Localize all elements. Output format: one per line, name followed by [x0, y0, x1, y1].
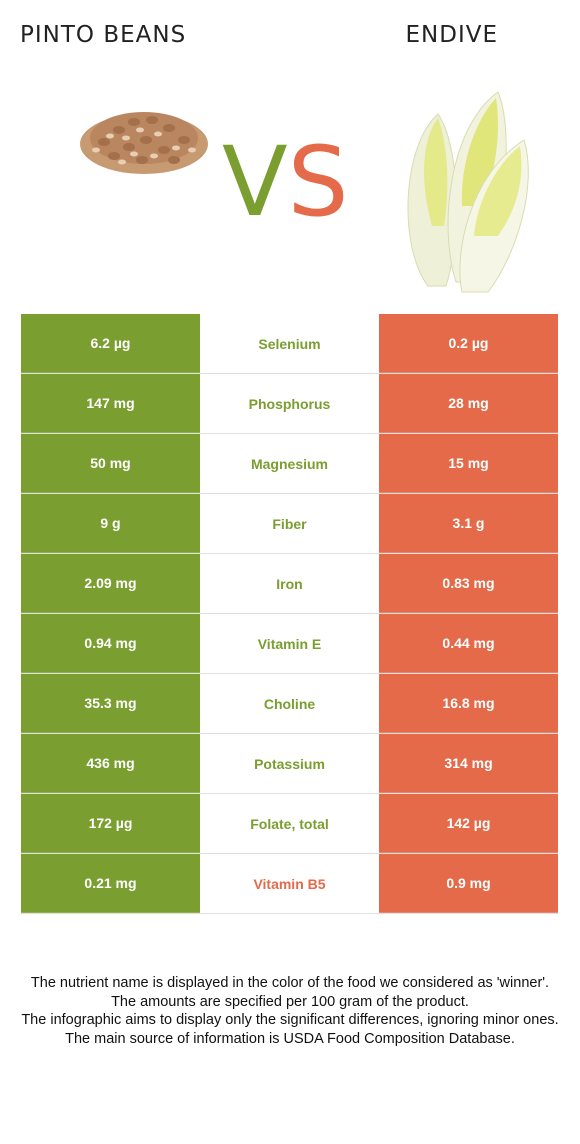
left-value: 147 mg [21, 374, 200, 433]
right-value: 3.1 g [379, 494, 558, 553]
nutrient-name: Phosphorus [200, 374, 379, 433]
footer-notes: The nutrient name is displayed in the co… [18, 974, 562, 1048]
right-food-title: ENDIVE [405, 22, 498, 48]
right-value: 28 mg [379, 374, 558, 433]
left-value: 6.2 µg [21, 314, 200, 373]
left-value: 172 µg [21, 794, 200, 853]
table-row: 35.3 mg Choline 16.8 mg [21, 674, 558, 734]
left-value: 436 mg [21, 734, 200, 793]
right-value: 16.8 mg [379, 674, 558, 733]
vs-v: V [222, 126, 288, 238]
table-row: 172 µg Folate, total 142 µg [21, 794, 558, 854]
nutrient-name: Fiber [200, 494, 379, 553]
footer-line-1: The nutrient name is displayed in the co… [30, 975, 550, 991]
vs-label: VS [222, 134, 349, 230]
left-value: 35.3 mg [21, 674, 200, 733]
left-value: 2.09 mg [21, 554, 200, 613]
right-value: 0.83 mg [379, 554, 558, 613]
footer-line-3: The infographic aims to display only the… [21, 1012, 559, 1028]
right-value: 0.44 mg [379, 614, 558, 673]
table-row: 50 mg Magnesium 15 mg [21, 434, 558, 494]
comparison-table: 6.2 µg Selenium 0.2 µg 147 mg Phosphorus 28 m… [21, 314, 558, 914]
table-row: 9 g Fiber 3.1 g [21, 494, 558, 554]
left-value: 9 g [21, 494, 200, 553]
nutrient-name: Magnesium [200, 434, 379, 493]
table-row: 6.2 µg Selenium 0.2 µg [21, 314, 558, 374]
footer-line-2: The amounts are specified per 100 gram o… [111, 993, 469, 1010]
nutrient-name: Vitamin E [200, 614, 379, 673]
table-row: 436 mg Potassium 314 mg [21, 734, 558, 794]
left-value: 0.94 mg [21, 614, 200, 673]
nutrient-name: Vitamin B5 [200, 854, 379, 913]
table-row: 0.94 mg Vitamin E 0.44 mg [21, 614, 558, 674]
table-row: 147 mg Phosphorus 28 mg [21, 374, 558, 434]
endive-image [407, 91, 529, 293]
right-value: 142 µg [379, 794, 558, 853]
nutrient-name: Choline [200, 674, 379, 733]
right-value: 0.2 µg [379, 314, 558, 373]
nutrient-name: Potassium [200, 734, 379, 793]
left-food-title: PINTO BEANS [20, 22, 187, 48]
nutrient-name: Folate, total [200, 794, 379, 853]
nutrient-name: Iron [200, 554, 379, 613]
right-value: 0.9 mg [379, 854, 558, 913]
table-row: 2.09 mg Iron 0.83 mg [21, 554, 558, 614]
right-value: 15 mg [379, 434, 558, 493]
left-value: 0.21 mg [21, 854, 200, 913]
table-row: 0.21 mg Vitamin B5 0.9 mg [21, 854, 558, 914]
nutrient-name: Selenium [200, 314, 379, 373]
footer-line-4: The main source of information is USDA F… [65, 1030, 515, 1047]
pinto-beans-image [80, 112, 208, 174]
right-value: 314 mg [379, 734, 558, 793]
vs-s: S [287, 126, 349, 238]
left-value: 50 mg [21, 434, 200, 493]
